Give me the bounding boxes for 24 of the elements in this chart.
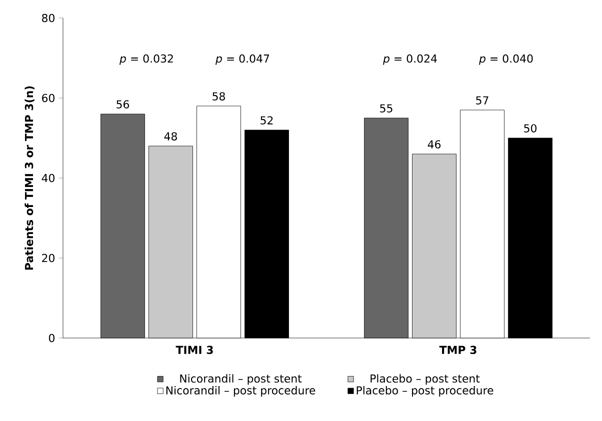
y-tick-label: 20 (42, 254, 54, 262)
annotation: p = 0.024 (382, 54, 437, 65)
y-tick-label: 80 (42, 14, 54, 22)
x-tick-label: TIMI 3 (176, 346, 213, 354)
legend-label: Placebo – post procedure (356, 386, 494, 397)
y-tick-label: 0 (48, 334, 54, 342)
y-axis-title: Patients of TIMI 3 or TMP 3(n) (24, 86, 34, 270)
annotation: p = 0.047 (215, 54, 270, 65)
y-tick-label: 60 (42, 94, 54, 102)
data-label: 48 (164, 132, 177, 140)
annotation: p = 0.040 (478, 54, 533, 65)
legend-label: Nicorandil – post stent (180, 374, 302, 385)
annotation: p = 0.032 (119, 54, 173, 65)
x-tick-label: TMP 3 (439, 346, 476, 354)
legend-label: Nicorandil – post procedure (166, 386, 316, 397)
data-label: 55 (380, 104, 392, 112)
legend-label: Placebo – post stent (370, 374, 480, 385)
data-label: 52 (260, 116, 273, 124)
y-tick-label: 40 (42, 174, 54, 182)
data-label: 50 (524, 124, 536, 132)
data-label: 57 (476, 96, 488, 104)
data-label: 46 (428, 140, 441, 148)
data-label: 56 (116, 100, 130, 108)
data-label: 58 (212, 92, 225, 100)
